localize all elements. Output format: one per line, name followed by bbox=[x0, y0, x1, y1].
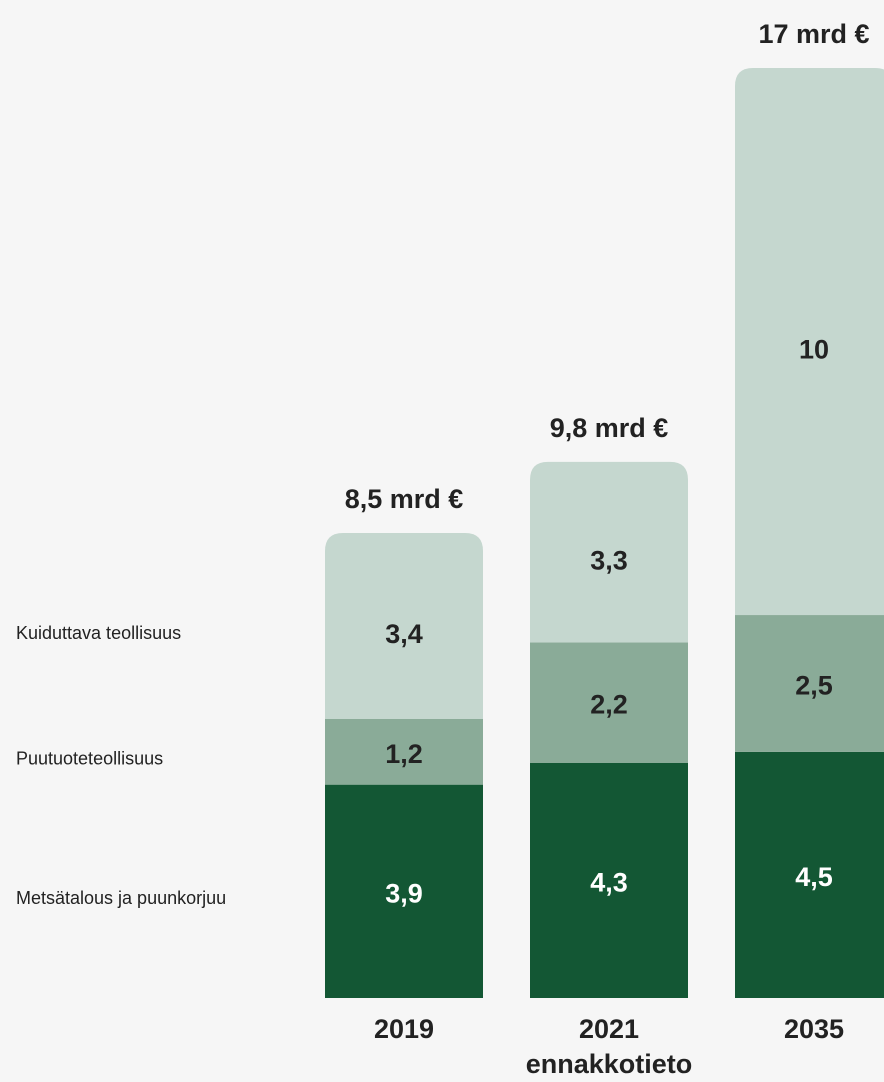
bar-segment bbox=[530, 461, 688, 643]
bar-segment bbox=[325, 784, 483, 998]
legend-label: Puutuoteteollisuus bbox=[16, 749, 163, 769]
bar-segment bbox=[530, 642, 688, 763]
value-label: 4,5 bbox=[795, 862, 833, 892]
x-tick-label: 2021 bbox=[579, 1014, 639, 1044]
legend-label: Kuiduttava teollisuus bbox=[16, 623, 181, 643]
bar-segment bbox=[735, 751, 884, 998]
bar-segment bbox=[530, 762, 688, 998]
value-label: 3,9 bbox=[385, 878, 423, 908]
legend-label: Metsätalous ja puunkorjuu bbox=[16, 888, 226, 908]
total-label: 8,5 mrd € bbox=[345, 484, 464, 514]
bar-segment bbox=[325, 533, 483, 719]
value-label: 2,2 bbox=[590, 690, 628, 720]
x-tick-label: 2019 bbox=[374, 1014, 434, 1044]
x-tick-sublabel: ennakkotieto bbox=[526, 1049, 693, 1079]
value-label: 1,2 bbox=[385, 739, 423, 769]
value-label: 3,4 bbox=[385, 619, 423, 649]
value-label: 4,3 bbox=[590, 868, 628, 898]
bar-segment bbox=[735, 68, 884, 616]
total-label: 9,8 mrd € bbox=[550, 413, 669, 443]
bar-segment bbox=[735, 615, 884, 752]
value-label: 10 bbox=[799, 335, 829, 365]
bar-segment bbox=[325, 719, 483, 785]
x-tick-label: 2035 bbox=[784, 1014, 844, 1044]
total-label: 17 mrd € bbox=[758, 19, 869, 49]
value-label: 3,3 bbox=[590, 545, 628, 575]
value-label: 2,5 bbox=[795, 671, 833, 701]
